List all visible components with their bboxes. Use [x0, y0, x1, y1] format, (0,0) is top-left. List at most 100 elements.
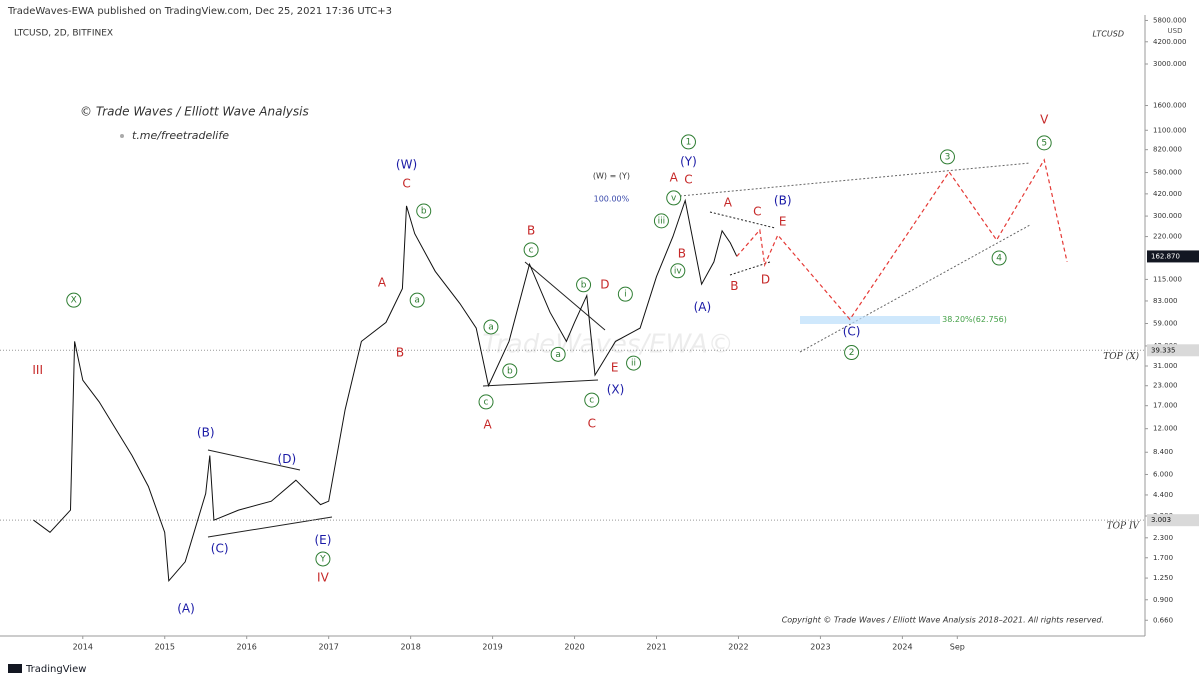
x-tick-label: 2015	[155, 643, 175, 652]
x-tick-label: 2018	[400, 643, 420, 652]
wave-circle	[844, 345, 860, 361]
link[interactable]: t.me/freetradelife	[132, 129, 229, 142]
wave-label: (E)	[314, 533, 331, 547]
symbol-short: LTCUSD	[1093, 30, 1124, 39]
wave-label: (Y)	[680, 154, 697, 168]
x-tick-label: 2014	[73, 643, 93, 652]
wave-label: B	[730, 279, 738, 293]
tv-logo[interactable]: TradingView	[8, 664, 86, 675]
y-tick-label: 5800.000	[1153, 16, 1186, 24]
wave-label: 1	[686, 137, 692, 147]
wave-label: A	[724, 195, 733, 209]
level-price-box	[1147, 514, 1199, 527]
wave-label: (X)	[607, 382, 625, 396]
wave-circle	[483, 319, 499, 335]
plot: 5800.000 4200.000 3000.000 1600.000 1100.000…	[0, 16, 1199, 652]
wave-circle	[670, 263, 686, 279]
x-tick-label: 2024	[892, 643, 912, 652]
y-tick-label: 4200.000	[1153, 38, 1186, 46]
wave-label: C	[684, 172, 692, 186]
y-tick-label: 115.000	[1153, 275, 1182, 283]
y-tick-label: 300.000	[1153, 212, 1182, 220]
level-price-box	[1147, 344, 1199, 357]
wave-circle	[939, 149, 955, 165]
wave-circle	[523, 242, 539, 258]
wave-circle	[617, 286, 633, 302]
level-label: TOP IV	[1107, 522, 1141, 532]
y-tick-label: 420.000	[1153, 190, 1182, 198]
wave-label: i	[624, 290, 627, 300]
x-tick-label: 2020	[564, 643, 584, 652]
wave-label: 100.00%	[594, 194, 630, 203]
wave-circle	[653, 213, 669, 229]
wave-circle	[576, 277, 592, 293]
y-tick-label: 3000.000	[1153, 60, 1186, 68]
y-tick-label: 1100.000	[1153, 126, 1186, 134]
wave-label: (C)	[211, 542, 229, 556]
wave-circle	[991, 250, 1007, 266]
wave-label: B	[396, 345, 404, 359]
y-tick-label: 580.000	[1153, 169, 1182, 177]
y-tick-label: 23.000	[1153, 382, 1178, 390]
x-tick-label: 2021	[646, 643, 666, 652]
level-price: 3.003	[1151, 516, 1171, 524]
wave-label: D	[761, 272, 770, 286]
price-line	[736, 158, 1068, 321]
wave-label: C	[753, 204, 761, 218]
y-tick-label: 820.000	[1153, 146, 1182, 154]
wave-label: (A)	[694, 300, 712, 314]
wave-circle	[1036, 135, 1052, 151]
symbol: LTCUSD, 2D, BITFINEX	[14, 29, 113, 39]
wave-label: b	[421, 207, 427, 217]
wave-label: (W) = (Y)	[593, 171, 630, 180]
wave-circle	[478, 394, 494, 410]
wave-label: C	[402, 176, 410, 190]
wave-circle	[666, 190, 682, 206]
wave-label: X	[71, 296, 77, 306]
wave-label: V	[1040, 112, 1049, 126]
x-tick-label: 2017	[318, 643, 338, 652]
y-tick-label: 83.000	[1153, 297, 1178, 305]
wave-label: 38.20%(62.756)	[942, 315, 1007, 324]
wave-label: iv	[674, 266, 683, 276]
wave-label: A	[378, 275, 387, 289]
tv-logo-text: TradingView	[25, 664, 86, 675]
wave-label: c	[484, 397, 489, 407]
wave-circle	[315, 551, 331, 567]
wave-circle	[416, 203, 432, 219]
wave-circle	[550, 346, 566, 362]
copyright: Copyright © Trade Waves / Elliott Wave A…	[782, 616, 1104, 625]
wave-label: IV	[317, 571, 330, 585]
wave-label: (D)	[278, 452, 297, 466]
wave-label: (B)	[197, 426, 215, 440]
link-dot	[120, 134, 124, 138]
wave-label: B	[527, 223, 535, 237]
trendlines	[207, 162, 1031, 538]
unit: USD	[1168, 27, 1183, 35]
y-tick-label: 0.660	[1153, 616, 1173, 624]
y-tick-label: 1600.000	[1153, 102, 1186, 110]
wave-label: (B)	[774, 193, 792, 207]
last-price: 162.870	[1151, 252, 1180, 260]
wave-label: (A)	[177, 602, 195, 616]
fib-zone	[800, 316, 940, 324]
wave-label: B	[678, 246, 686, 260]
wave-label: 2	[849, 348, 855, 358]
wave-circle	[502, 363, 518, 379]
y-tick-label: 0.900	[1153, 596, 1173, 604]
credit: © Trade Waves / Elliott Wave Analysis	[80, 105, 309, 119]
wave-label: iii	[658, 216, 666, 226]
wave-label: ii	[631, 359, 636, 369]
wave-label: v	[671, 193, 677, 203]
y-tick-label: 6.000	[1153, 470, 1173, 478]
price-line	[33, 198, 738, 583]
wave-label: 5	[1041, 138, 1047, 148]
level-price: 39.335	[1151, 346, 1176, 354]
wave-label: Y	[319, 554, 326, 564]
y-tick-label: 2.300	[1153, 534, 1173, 542]
x-tick-label: Sep	[950, 643, 965, 652]
wave-label: A	[670, 170, 679, 184]
wave-circle	[626, 355, 642, 371]
y-tick-label: 17.000	[1153, 402, 1178, 410]
